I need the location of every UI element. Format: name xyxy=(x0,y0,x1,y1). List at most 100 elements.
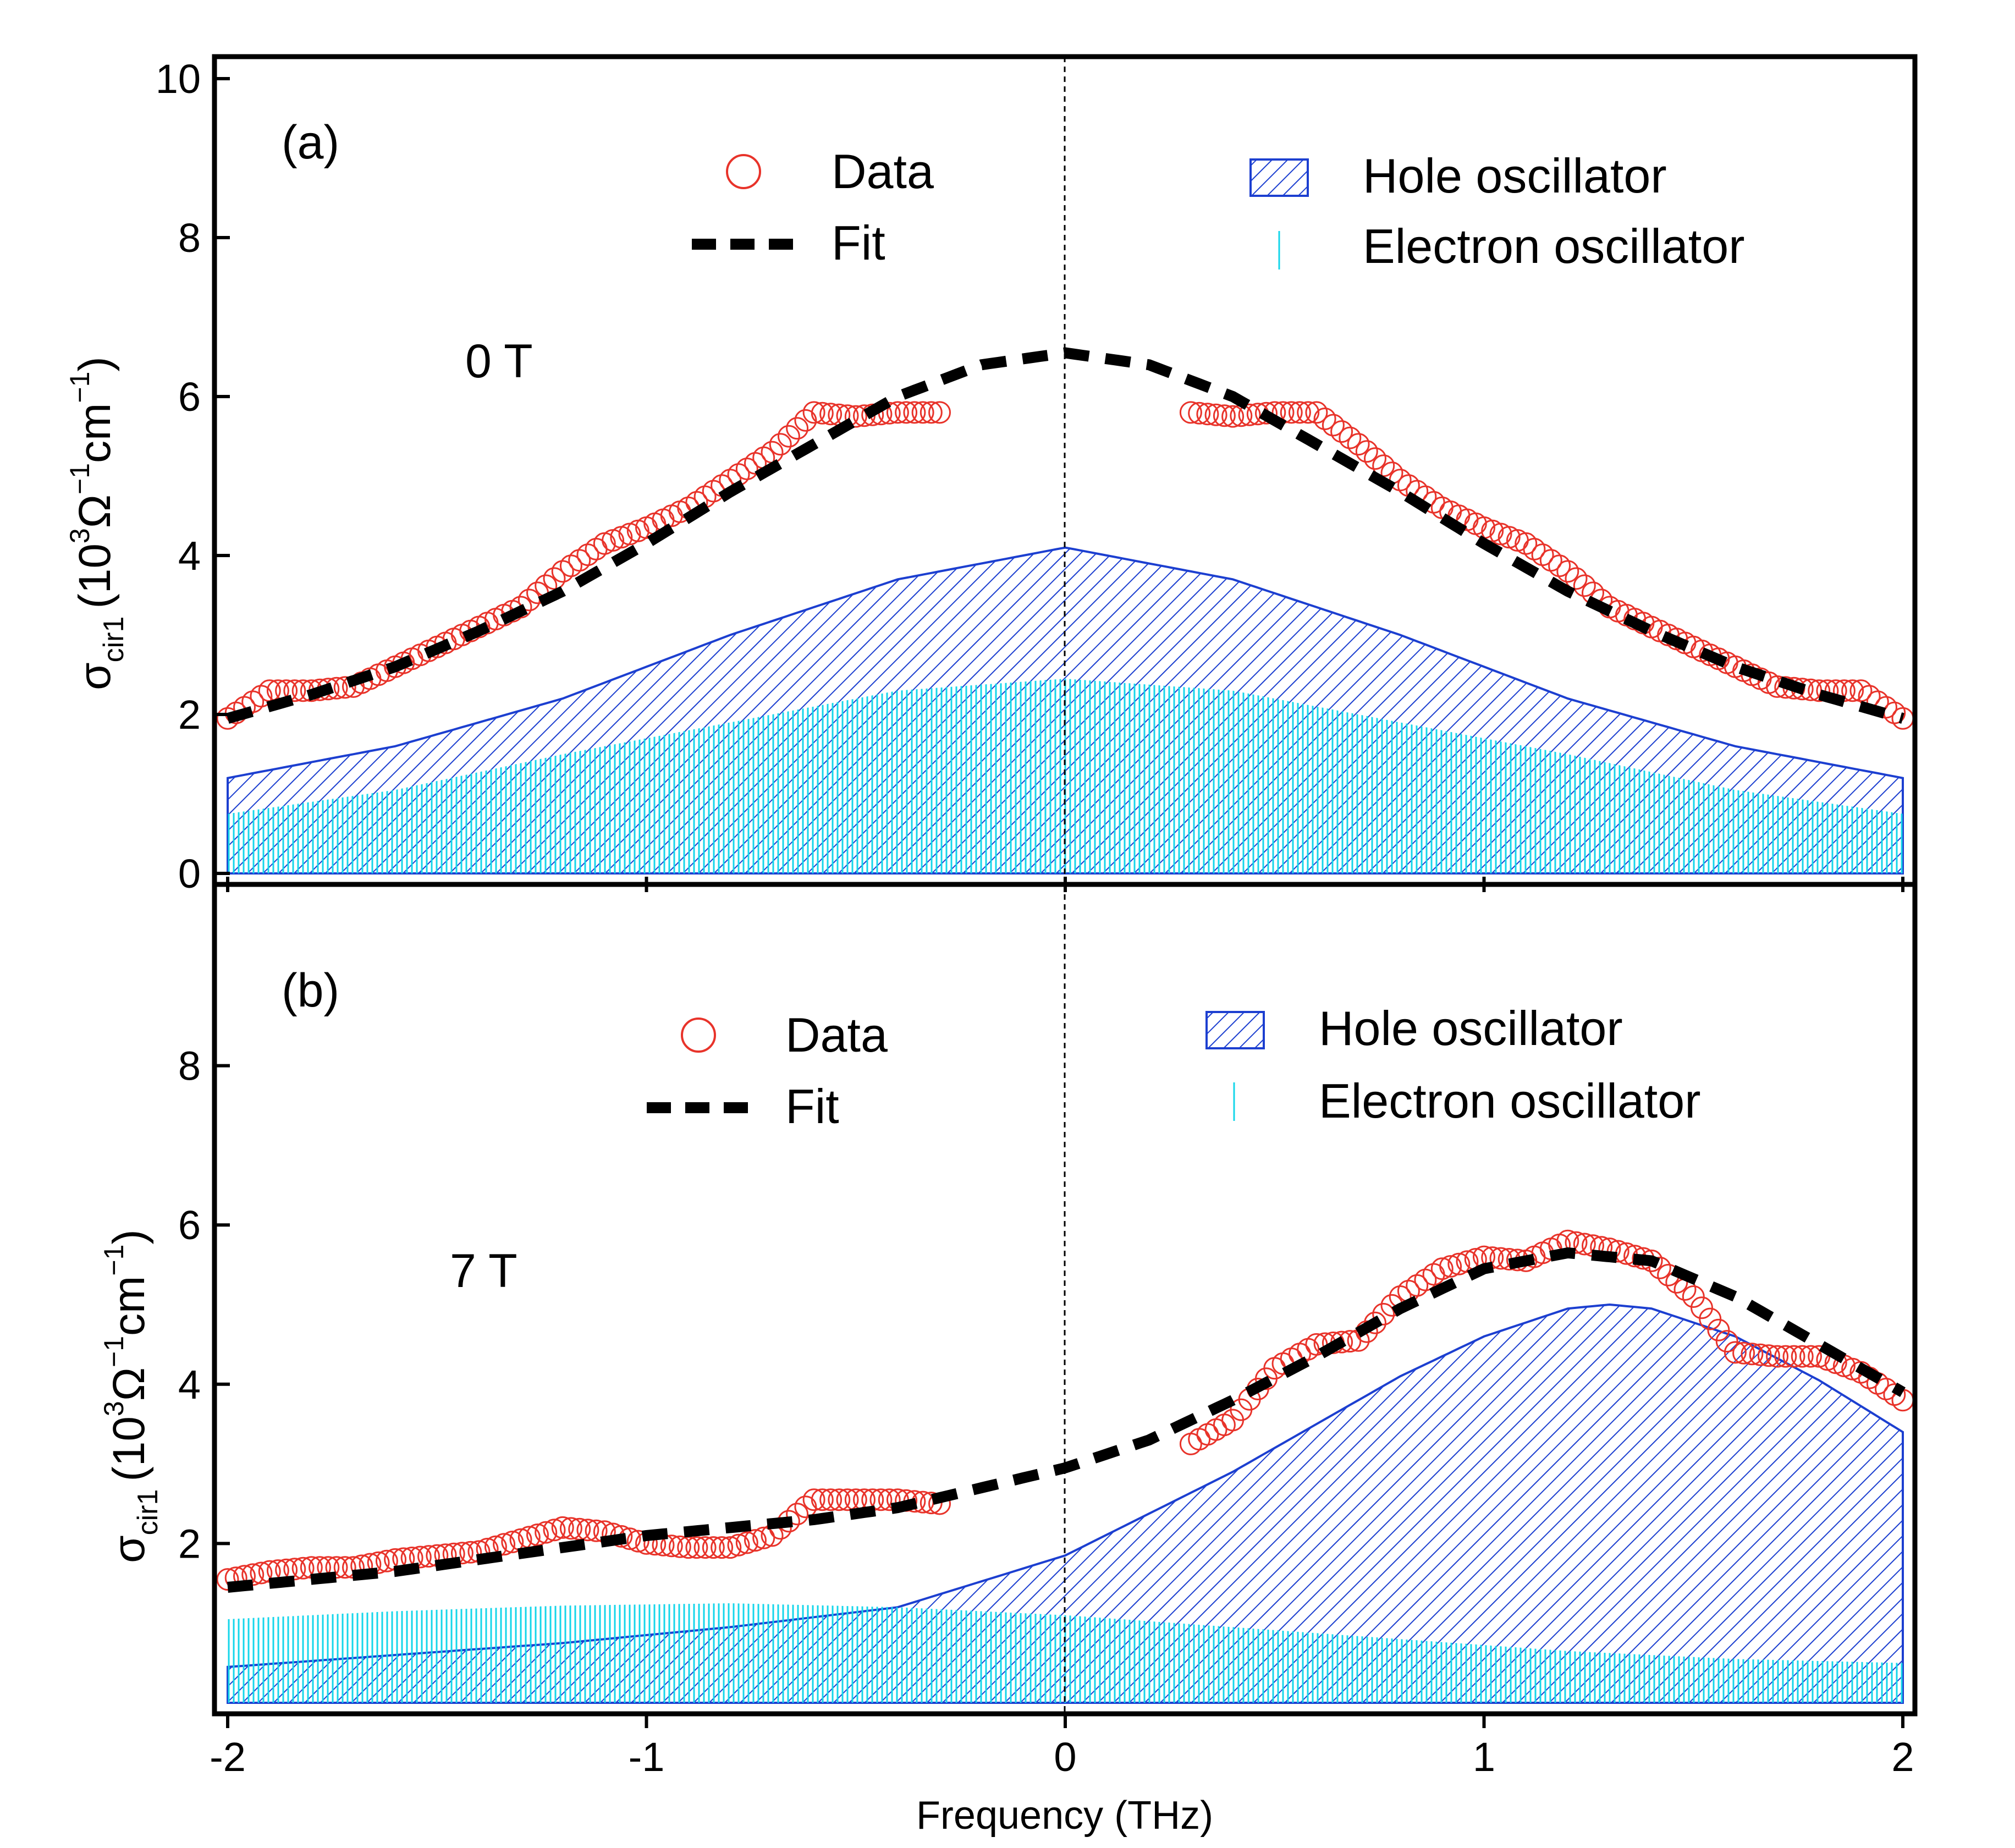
panel-b-data-point xyxy=(744,1529,767,1552)
panel-b-data-point xyxy=(417,1545,440,1568)
x-tick-label: 2 xyxy=(1891,1734,1914,1780)
panel-b-data-point xyxy=(1749,1343,1772,1366)
panel-b-data-point xyxy=(325,1556,348,1579)
panel-b-legend-hole-marker xyxy=(1205,1011,1265,1049)
panel-b-data-point xyxy=(1741,1343,1764,1366)
panel-b-data-point xyxy=(711,1536,734,1559)
panel-a-y-tick-label: 10 xyxy=(156,56,201,102)
panel-b-data-point xyxy=(828,1488,851,1511)
panel-a-data-point xyxy=(1347,433,1370,456)
panel-a-data-point xyxy=(1339,426,1362,449)
panel-b: 2 4 6 8 -2 -1 0 1 2 (b) 7 T Data Fit Hole oscil… xyxy=(98,877,1914,1838)
panel-b-data-point xyxy=(493,1533,516,1556)
panel-a-data-point xyxy=(509,596,532,619)
panel-a-legend: Data Fit Hole oscillator Electron oscill… xyxy=(692,144,1745,273)
panel-b-data-point xyxy=(585,1519,608,1542)
panel-a-data-point xyxy=(660,504,683,527)
panel-b-data-point xyxy=(660,1535,683,1558)
panel-b-data-point xyxy=(409,1546,432,1569)
panel-a-data-point xyxy=(1330,420,1353,443)
x-axis-label: Frequency (THz) xyxy=(916,1794,1213,1838)
panel-a-fit-line xyxy=(226,347,1904,724)
panel-a-data-point xyxy=(1188,402,1211,425)
panel-b-data-point xyxy=(250,1561,273,1585)
panel-a-electron-oscillator-area xyxy=(228,679,1903,873)
panel-b-data-point xyxy=(543,1519,566,1542)
panel-b-data-point xyxy=(1724,1341,1747,1364)
panel-b-data-point xyxy=(283,1558,306,1581)
panel-b-data-point xyxy=(1799,1345,1822,1368)
panel-b-frame xyxy=(212,882,1918,1717)
panel-a-data-point xyxy=(903,401,926,424)
panel-b-data-point xyxy=(786,1503,809,1526)
panel-b-data-point xyxy=(1782,1345,1805,1368)
panel-a-legend-data-label: Data xyxy=(832,144,934,199)
panel-a-legend-hole-label: Hole oscillator xyxy=(1363,148,1667,203)
panel-b-legend-electron-label: Electron oscillator xyxy=(1319,1074,1701,1128)
panel-a-data-point xyxy=(1288,401,1311,424)
panel-a-data-point xyxy=(1255,402,1278,425)
panel-a-data-point xyxy=(1313,408,1336,430)
panel-a-data-point xyxy=(1305,401,1328,424)
panel-b-electron-oscillator-area xyxy=(228,1603,1903,1703)
panel-a-data-point xyxy=(769,433,792,456)
panel-a-data-point xyxy=(1204,403,1227,426)
panel-b-y-tick-label: 4 xyxy=(178,1362,201,1407)
panel-b-legend-data-marker xyxy=(681,1018,716,1053)
panel-a-data-point xyxy=(543,567,566,590)
panel-a-data-point xyxy=(1221,405,1245,428)
panel-a-data-point xyxy=(802,401,825,424)
panel-b-y-tick-label: 2 xyxy=(178,1521,201,1566)
panel-a-data-point xyxy=(928,401,951,424)
panel-b-data-point xyxy=(1682,1285,1705,1308)
panel-a-data-point xyxy=(886,401,909,424)
panel-b-data-point xyxy=(1699,1307,1722,1330)
panel-b-y-tick-label: 6 xyxy=(178,1202,201,1248)
panel-b-data-point xyxy=(1456,1250,1479,1273)
panel-a-data-point xyxy=(1565,567,1588,590)
panel-a-data-point xyxy=(777,425,800,448)
panel-b-legend-fit-label: Fit xyxy=(785,1079,839,1134)
panel-a-data-point xyxy=(1238,403,1261,426)
panel-a-y-tick-label: 8 xyxy=(178,215,201,261)
panel-b-data-point xyxy=(1439,1255,1462,1278)
panel-b-data-point xyxy=(1430,1257,1454,1280)
panel-b-data-point xyxy=(719,1536,742,1559)
panel-a-data-point xyxy=(895,401,918,424)
panel-b-data-point xyxy=(559,1517,582,1540)
panel-a-legend-electron-label: Electron oscillator xyxy=(1363,219,1745,273)
panel-a-data-point xyxy=(911,401,934,424)
panel-a-data-point xyxy=(920,401,943,424)
panel-a-y-axis-label: σcir1(103Ω−1cm−1) xyxy=(64,356,130,690)
panel-a-y-tick-label: 6 xyxy=(178,374,201,420)
panel-a-label: (a) xyxy=(282,116,339,169)
x-tick-label: 0 xyxy=(1054,1734,1076,1780)
panel-a-data-point xyxy=(1556,560,1579,583)
panel-a-y-tick-label: 4 xyxy=(178,533,201,579)
panel-b-data-point xyxy=(1757,1344,1780,1367)
panel-b-label: (b) xyxy=(282,964,339,1017)
panel-b-data-point xyxy=(1648,1256,1671,1279)
panel-b-data-point xyxy=(752,1526,775,1549)
panel-a-data-point xyxy=(1179,401,1202,424)
x-tick-label: 1 xyxy=(1473,1734,1495,1780)
panel-a-data-point xyxy=(1322,414,1345,437)
x-tick-label: -2 xyxy=(210,1734,246,1780)
panel-b-data-point xyxy=(668,1535,691,1558)
panel-b-data-point xyxy=(1791,1345,1814,1368)
panel-b-data-point xyxy=(367,1551,390,1574)
panel-a-legend-fit-label: Fit xyxy=(832,216,885,270)
panel-b-data-point xyxy=(702,1536,725,1559)
panel-a-data-point xyxy=(1280,401,1303,424)
panel-b-fit-line xyxy=(227,1247,1906,1593)
panel-b-data-point xyxy=(576,1519,599,1542)
panel-b-data-point xyxy=(794,1495,817,1519)
panel-b-data-point xyxy=(878,1488,901,1511)
panel-b-data-point xyxy=(1691,1296,1713,1319)
panel-b-data-point xyxy=(869,1488,893,1511)
panel-a-data-points xyxy=(216,401,1914,730)
panel-a-data-point xyxy=(844,405,867,428)
panel-b-data-point xyxy=(685,1536,708,1559)
panel-b-y-ticks: 2 4 6 8 xyxy=(178,1043,230,1566)
